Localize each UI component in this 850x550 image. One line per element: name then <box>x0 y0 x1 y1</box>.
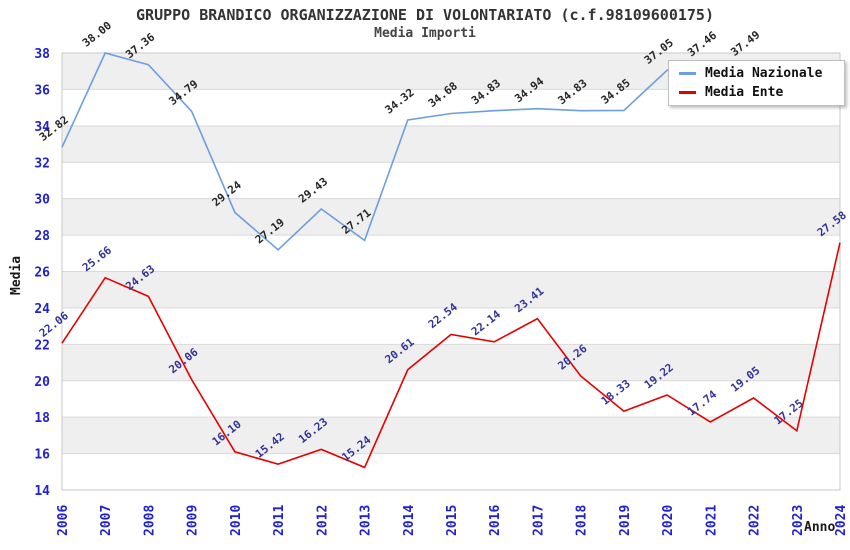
x-tick-label: 2013 <box>359 505 374 536</box>
y-tick-label: 22 <box>34 338 50 353</box>
grid-band <box>62 344 840 381</box>
y-axis-title: Media <box>9 256 24 295</box>
legend-label: Media Nazionale <box>705 66 823 81</box>
x-tick-label: 2007 <box>99 505 114 536</box>
series-line-media-ente <box>61 242 841 469</box>
x-tick-label: 2021 <box>704 505 719 536</box>
legend-line-sample-red-icon <box>679 91 696 94</box>
data-label: 22.14 <box>469 307 503 338</box>
data-label: 18.33 <box>599 377 633 408</box>
x-tick-label: 2022 <box>748 505 763 536</box>
y-tick-label: 28 <box>34 229 50 244</box>
y-tick-label: 30 <box>34 193 50 208</box>
x-tick-label: 2011 <box>272 505 287 536</box>
x-tick-label: 2023 <box>791 505 806 536</box>
y-tick-label: 38 <box>34 47 50 62</box>
y-tick-label: 18 <box>34 411 50 426</box>
y-tick-label: 32 <box>34 156 50 171</box>
x-tick-label: 2009 <box>186 505 201 536</box>
x-tick-label: 2017 <box>531 505 546 536</box>
chart-subtitle: Media Importi <box>374 26 476 41</box>
y-tick-label: 14 <box>34 484 50 499</box>
y-tick-label: 24 <box>34 302 50 317</box>
legend-box: Media Nazionale Media Ente <box>668 60 845 106</box>
legend-line-sample-blue-icon <box>679 72 696 75</box>
y-tick-label: 34 <box>34 120 50 135</box>
x-tick-label: 2019 <box>618 505 633 536</box>
legend-item-media-nazionale: Media Nazionale <box>679 66 844 81</box>
plot-border <box>61 52 841 491</box>
grid-band <box>62 417 840 454</box>
x-tick-label: 2020 <box>661 505 676 536</box>
x-tick-label: 2008 <box>142 505 157 536</box>
legend-item-media-ente: Media Ente <box>679 85 844 100</box>
x-tick-label: 2016 <box>488 505 503 536</box>
grid-band <box>62 198 840 236</box>
y-tick-label: 26 <box>34 266 50 281</box>
grid-band <box>62 125 840 163</box>
grid-band <box>62 271 840 308</box>
x-tick-label: 2015 <box>445 505 460 536</box>
y-tick-label: 36 <box>34 83 50 98</box>
y-tick-label: 20 <box>34 375 50 390</box>
x-axis-title: Anno <box>804 520 835 535</box>
data-label: 17.74 <box>685 388 719 419</box>
data-label: 25.66 <box>80 243 114 274</box>
x-tick-label: 2006 <box>56 505 71 536</box>
data-label: 38.00 <box>80 19 114 50</box>
x-tick-label: 2014 <box>402 505 417 536</box>
data-label: 34.32 <box>383 86 417 117</box>
chart-title: GRUPPO BRANDICO ORGANIZZAZIONE DI VOLONT… <box>136 6 714 24</box>
legend-label: Media Ente <box>705 85 784 100</box>
x-tick-label: 2010 <box>229 505 244 536</box>
x-tick-label: 2018 <box>575 505 590 536</box>
x-tick-label: 2024 <box>834 505 849 536</box>
y-tick-label: 16 <box>34 448 50 463</box>
x-tick-label: 2012 <box>315 505 330 536</box>
